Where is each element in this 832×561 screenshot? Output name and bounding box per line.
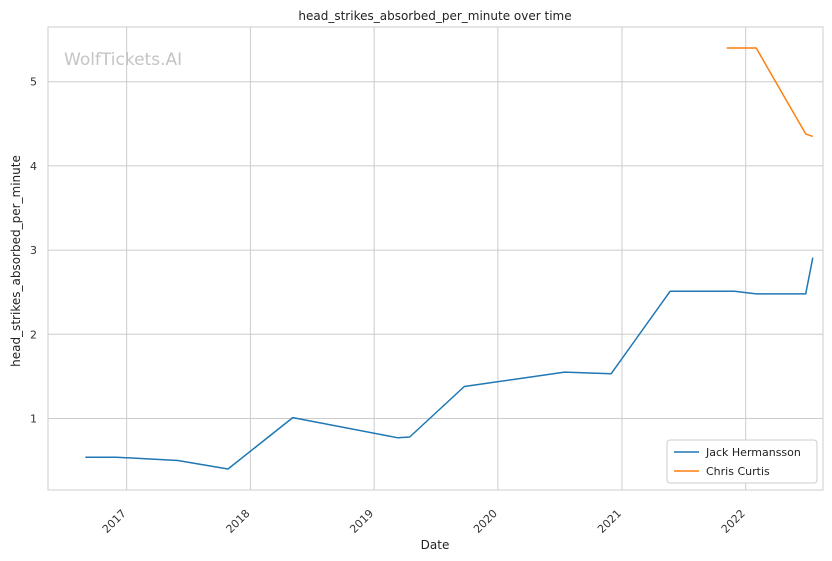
y-axis-label: head_strikes_absorbed_per_minute bbox=[9, 155, 23, 367]
legend-label: Chris Curtis bbox=[706, 465, 770, 478]
chart-title: head_strikes_absorbed_per_minute over ti… bbox=[298, 9, 571, 23]
grid-lines bbox=[48, 27, 823, 490]
legend-box bbox=[666, 439, 818, 484]
series-group bbox=[85, 47, 814, 470]
legend: Jack Hermansson Chris Curtis bbox=[666, 439, 818, 484]
series-line-chris-curtis bbox=[726, 47, 814, 138]
legend-label: Jack Hermansson bbox=[705, 446, 801, 459]
series-line-jack-hermansson bbox=[85, 257, 814, 470]
y-tick-label: 2 bbox=[30, 328, 37, 341]
x-axis-label: Date bbox=[421, 538, 450, 552]
y-tick-label: 5 bbox=[30, 76, 37, 89]
y-tick-label: 3 bbox=[30, 244, 37, 257]
y-tick-labels: 1 2 3 4 5 bbox=[30, 76, 37, 426]
y-tick-label: 4 bbox=[30, 160, 37, 173]
watermark: WolfTickets.AI bbox=[64, 50, 182, 70]
plot-area-frame bbox=[47, 26, 824, 491]
y-tick-label: 1 bbox=[30, 412, 37, 425]
